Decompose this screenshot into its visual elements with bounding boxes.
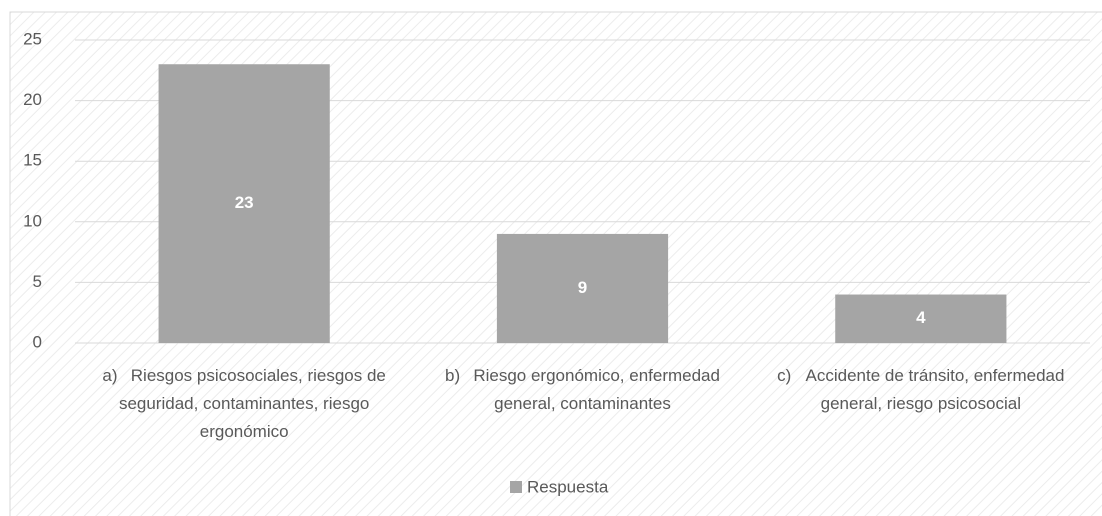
data-label: 9 (578, 278, 587, 297)
y-tick-label: 10 (23, 211, 42, 230)
legend-swatch (510, 481, 522, 493)
bar (835, 294, 1007, 343)
y-tick-label: 5 (33, 272, 42, 291)
y-tick-label: 20 (23, 90, 42, 109)
x-tick-label: c) Accidente de tránsito, enfermedad gen… (777, 366, 1070, 413)
bar (496, 233, 669, 343)
y-tick-label: 0 (33, 332, 42, 351)
bar (158, 64, 330, 344)
y-tick-label: 25 (23, 29, 42, 48)
x-tick-label: b) Riesgo ergonómico, enfermedad general… (444, 366, 725, 413)
y-tick-label: 15 (23, 151, 42, 170)
data-label: 23 (235, 193, 254, 212)
data-label: 4 (916, 308, 926, 327)
x-tick-label: a) Riesgos psicosociales, riesgos de seg… (102, 366, 391, 441)
legend-label: Respuesta (527, 477, 609, 496)
